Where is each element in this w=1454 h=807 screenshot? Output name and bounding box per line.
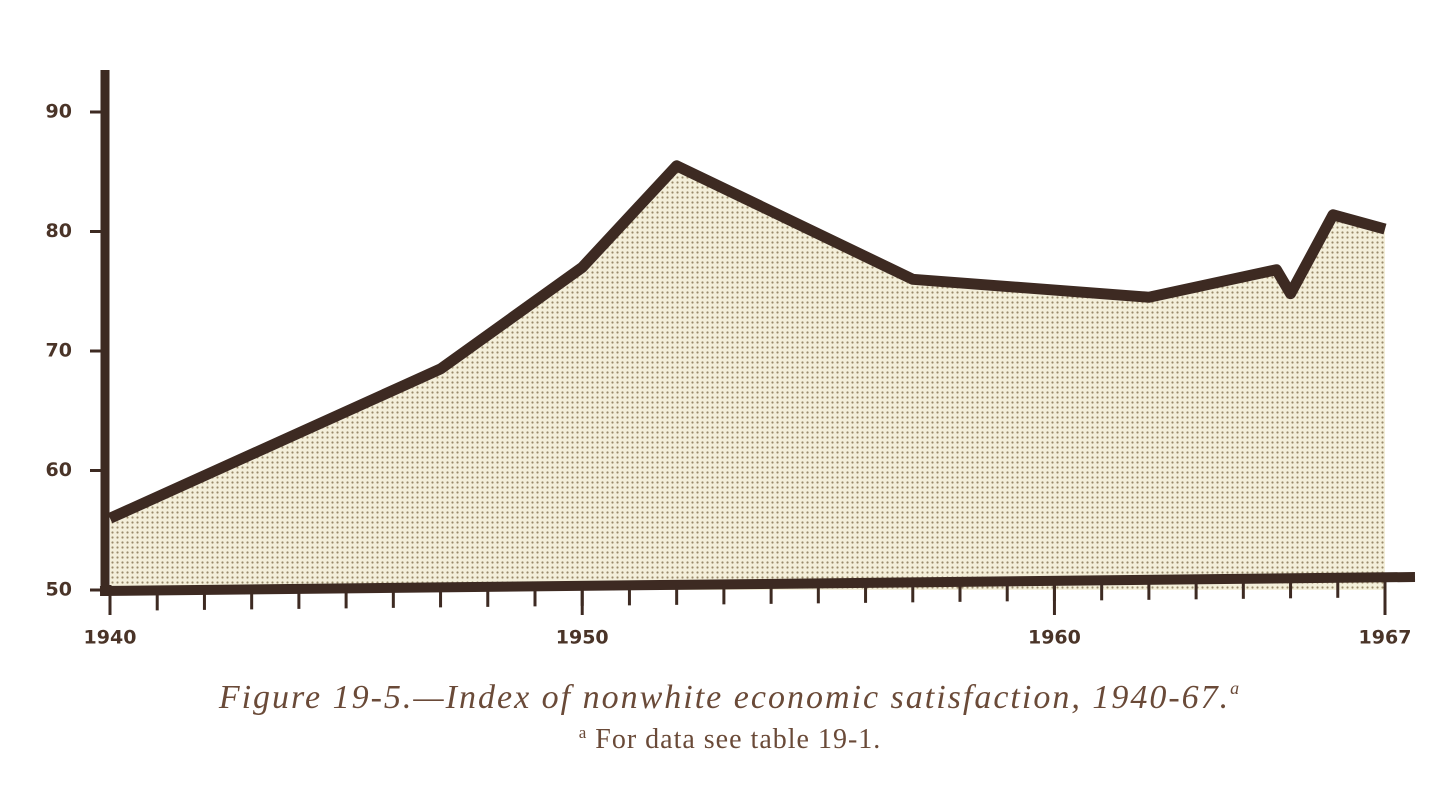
- caption-note-mark: a: [1230, 678, 1241, 698]
- footnote-text: For data see table 19-1.: [595, 724, 881, 755]
- y-tick-label: 50: [46, 579, 72, 601]
- plot-area: 50 60 70 80 90 1940 1950 1960 1967: [46, 70, 1416, 649]
- x-tick-label: 1950: [556, 627, 609, 649]
- y-tick-label: 70: [46, 340, 72, 362]
- footnote: a For data see table 19-1.: [579, 723, 882, 755]
- x-tick-label: 1940: [84, 627, 137, 649]
- area-fill: [110, 165, 1385, 590]
- y-tick-label: 60: [46, 459, 72, 481]
- x-tick-label: 1960: [1028, 627, 1081, 649]
- caption-text: Figure 19-5.—Index of nonwhite economic …: [218, 679, 1230, 716]
- x-tick-label: 1967: [1359, 627, 1412, 649]
- y-tick-label: 80: [46, 220, 72, 242]
- caption: Figure 19-5.—Index of nonwhite economic …: [218, 678, 1241, 716]
- footnote-mark: a: [579, 723, 588, 742]
- area-line: [107, 160, 1387, 524]
- y-tick-label: 90: [46, 101, 72, 123]
